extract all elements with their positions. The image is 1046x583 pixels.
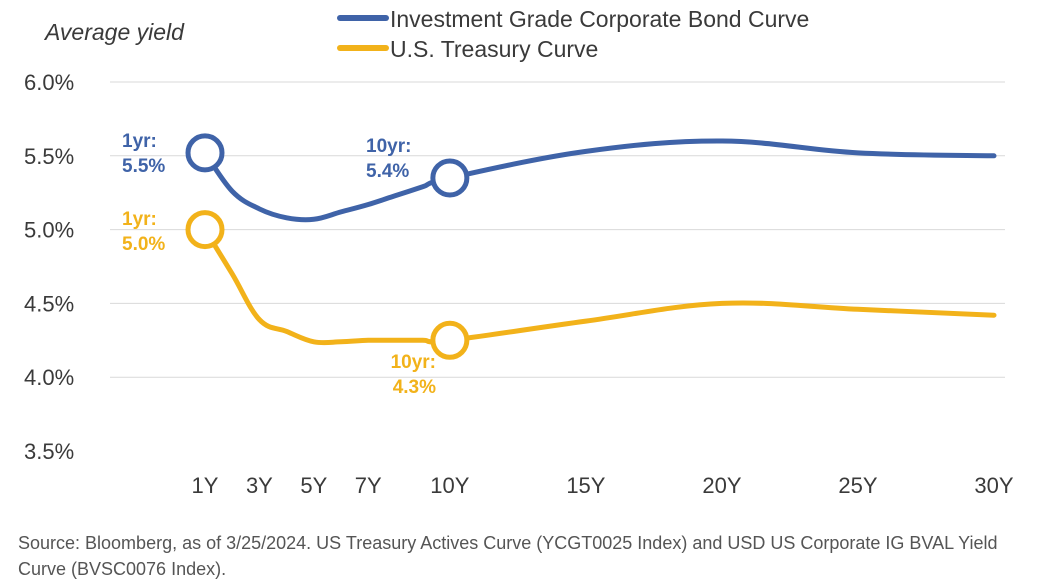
x-tick-label: 7Y xyxy=(355,473,382,498)
highlight-circle xyxy=(430,320,470,360)
highlight-circle xyxy=(185,133,225,173)
x-tick-label: 30Y xyxy=(974,473,1013,498)
y-tick-label: 5.0% xyxy=(24,218,74,243)
highlight-circle xyxy=(430,158,470,198)
data-labels: 1yr: 5.5% 10yr: 5.4% 1yr: 5.0% 10yr: 4.3% xyxy=(122,131,436,398)
y-tick-label: 4.5% xyxy=(24,291,74,316)
x-tick-label: 20Y xyxy=(702,473,741,498)
legend-label-corporate: Investment Grade Corporate Bond Curve xyxy=(390,6,809,32)
x-tick-label: 1Y xyxy=(192,473,219,498)
data-label: 5.5% xyxy=(122,156,165,177)
treasury-curve-line xyxy=(202,227,997,346)
y-tick-label: 3.5% xyxy=(24,439,74,464)
corporate-curve-line xyxy=(202,138,997,223)
legend: Investment Grade Corporate Bond Curve U.… xyxy=(337,6,809,62)
y-axis-ticks: 6.0% 5.5% 5.0% 4.5% 4.0% 3.5% xyxy=(24,70,74,464)
y-tick-label: 5.5% xyxy=(24,144,74,169)
y-tick-label: 4.0% xyxy=(24,365,74,390)
x-tick-label: 10Y xyxy=(430,473,469,498)
data-label: 10yr: xyxy=(366,136,411,157)
gridlines xyxy=(110,81,1005,378)
y-axis-title: Average yield xyxy=(43,19,185,45)
x-tick-label: 25Y xyxy=(838,473,877,498)
x-tick-label: 3Y xyxy=(246,473,273,498)
x-tick-label: 15Y xyxy=(566,473,605,498)
data-label: 1yr: xyxy=(122,209,157,230)
highlight-circle xyxy=(185,210,225,250)
x-tick-label: 5Y xyxy=(300,473,327,498)
data-label: 5.4% xyxy=(366,161,409,182)
y-tick-label: 6.0% xyxy=(24,70,74,95)
data-label: 4.3% xyxy=(393,377,436,398)
source-note: Source: Bloomberg, as of 3/25/2024. US T… xyxy=(18,533,998,579)
data-label: 10yr: xyxy=(391,352,436,373)
legend-label-treasury: U.S. Treasury Curve xyxy=(390,36,598,62)
yield-curve-chart: 6.0% 5.5% 5.0% 4.5% 4.0% 3.5% 1Y 3Y 5Y 7Y 10Y 15Y 2… xyxy=(24,6,1014,498)
x-axis-ticks: 1Y 3Y 5Y 7Y 10Y 15Y 20Y 25Y 30Y xyxy=(192,473,1014,498)
data-label: 1yr: xyxy=(122,131,157,152)
series-lines xyxy=(202,138,997,346)
highlight-markers xyxy=(185,133,470,360)
data-label: 5.0% xyxy=(122,234,165,255)
